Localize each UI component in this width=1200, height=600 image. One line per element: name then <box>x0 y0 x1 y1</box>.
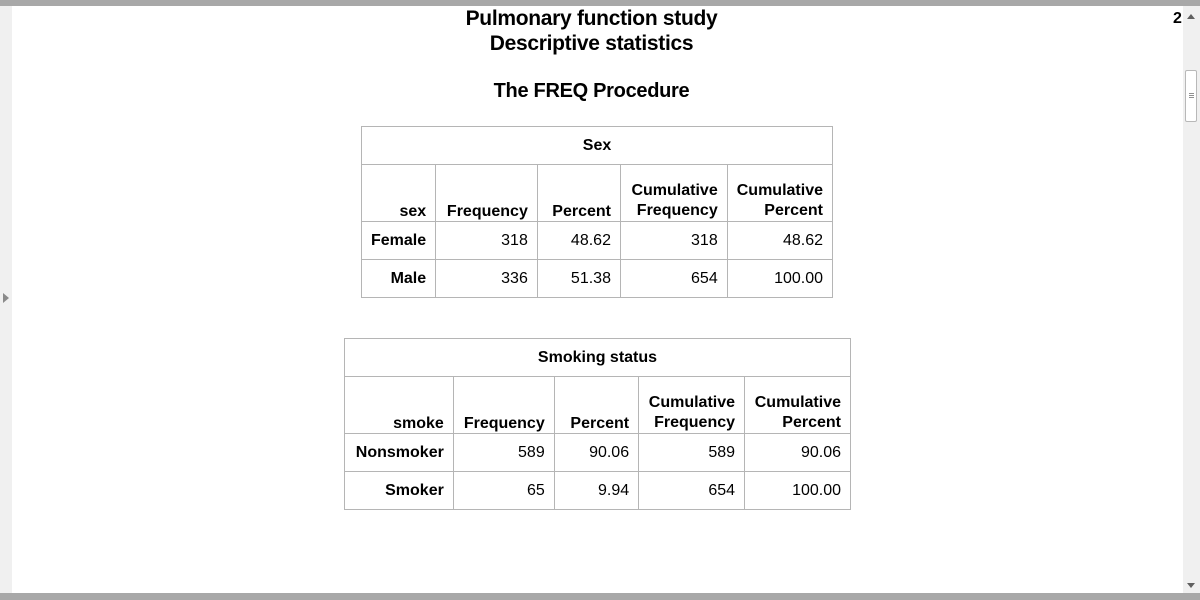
cumulative-frequency-cell: 589 <box>638 433 746 472</box>
percent-cell: 51.38 <box>536 259 621 298</box>
cumulative-percent-cell: 100.00 <box>726 259 834 298</box>
top-frame-bar <box>0 0 1200 6</box>
header-line: Cumulative <box>754 394 841 411</box>
cumulative-frequency-cell: 318 <box>619 221 728 260</box>
header-line: Cumulative <box>648 394 736 411</box>
frequency-cell: 589 <box>452 433 555 472</box>
column-header-cumulative-percent: Cumulative Percent <box>744 376 851 434</box>
column-header-frequency: Frequency <box>452 376 555 434</box>
column-header-percent: Percent <box>536 164 621 222</box>
header-line: Frequency <box>654 414 736 431</box>
row-label: Nonsmoker <box>344 433 454 472</box>
header-line: Percent <box>764 202 823 219</box>
frequency-cell: 65 <box>452 471 555 510</box>
row-label: Smoker <box>344 471 454 510</box>
column-header-frequency: Frequency <box>435 164 538 222</box>
expand-arrow-icon[interactable] <box>3 293 9 303</box>
cumulative-percent-cell: 90.06 <box>744 433 851 472</box>
sex-frequency-table: Sex sex Frequency Percent Cumulative Freq… <box>360 126 834 298</box>
frequency-cell: 318 <box>435 221 538 260</box>
header-line: Frequency <box>636 202 718 219</box>
table-caption: Sex <box>361 126 833 165</box>
header-line: Percent <box>782 414 841 431</box>
column-header-percent: Percent <box>553 376 640 434</box>
scroll-up-arrow-icon[interactable] <box>1187 14 1195 19</box>
cumulative-frequency-cell: 654 <box>619 259 728 298</box>
column-header-cumulative-frequency: Cumulative Frequency <box>638 376 746 434</box>
bottom-frame-bar <box>0 593 1200 600</box>
row-label: Male <box>360 259 437 298</box>
scroll-thumb-grip-line <box>1189 95 1194 96</box>
table-row: Male 336 51.38 654 100.00 <box>360 259 834 298</box>
scroll-thumb[interactable] <box>1185 70 1197 122</box>
scroll-thumb-grip-icon <box>1189 93 1194 94</box>
column-header-cumulative-frequency: Cumulative Frequency <box>619 164 728 222</box>
procedure-title: The FREQ Procedure <box>493 80 690 102</box>
table-row: Female 318 48.62 318 48.62 <box>360 221 834 260</box>
table-row: Smoker 65 9.94 654 100.00 <box>344 471 851 510</box>
scroll-thumb-grip-line <box>1189 97 1194 98</box>
cumulative-percent-cell: 48.62 <box>726 221 834 260</box>
percent-cell: 48.62 <box>536 221 621 260</box>
table-row: Nonsmoker 589 90.06 589 90.06 <box>344 433 851 472</box>
header-line: Cumulative <box>631 182 718 199</box>
scroll-down-arrow-icon[interactable] <box>1187 583 1195 588</box>
row-label: Female <box>360 221 437 260</box>
cumulative-percent-cell: 100.00 <box>744 471 851 510</box>
frequency-cell: 336 <box>435 259 538 298</box>
header-line: Cumulative <box>736 182 823 199</box>
percent-cell: 90.06 <box>553 433 640 472</box>
report-title: Pulmonary function study <box>465 7 718 30</box>
cumulative-frequency-cell: 654 <box>638 471 746 510</box>
report-subtitle: Descriptive statistics <box>489 32 694 55</box>
column-header-cumulative-percent: Cumulative Percent <box>726 164 834 222</box>
percent-cell: 9.94 <box>553 471 640 510</box>
column-header-variable: sex <box>360 164 437 222</box>
table-caption: Smoking status <box>344 338 851 377</box>
vertical-scrollbar[interactable] <box>1183 6 1200 593</box>
page-number: 2 <box>1173 10 1182 27</box>
column-header-variable: smoke <box>344 376 454 434</box>
smoking-frequency-table: Smoking status smoke Frequency Percent C… <box>344 338 851 510</box>
